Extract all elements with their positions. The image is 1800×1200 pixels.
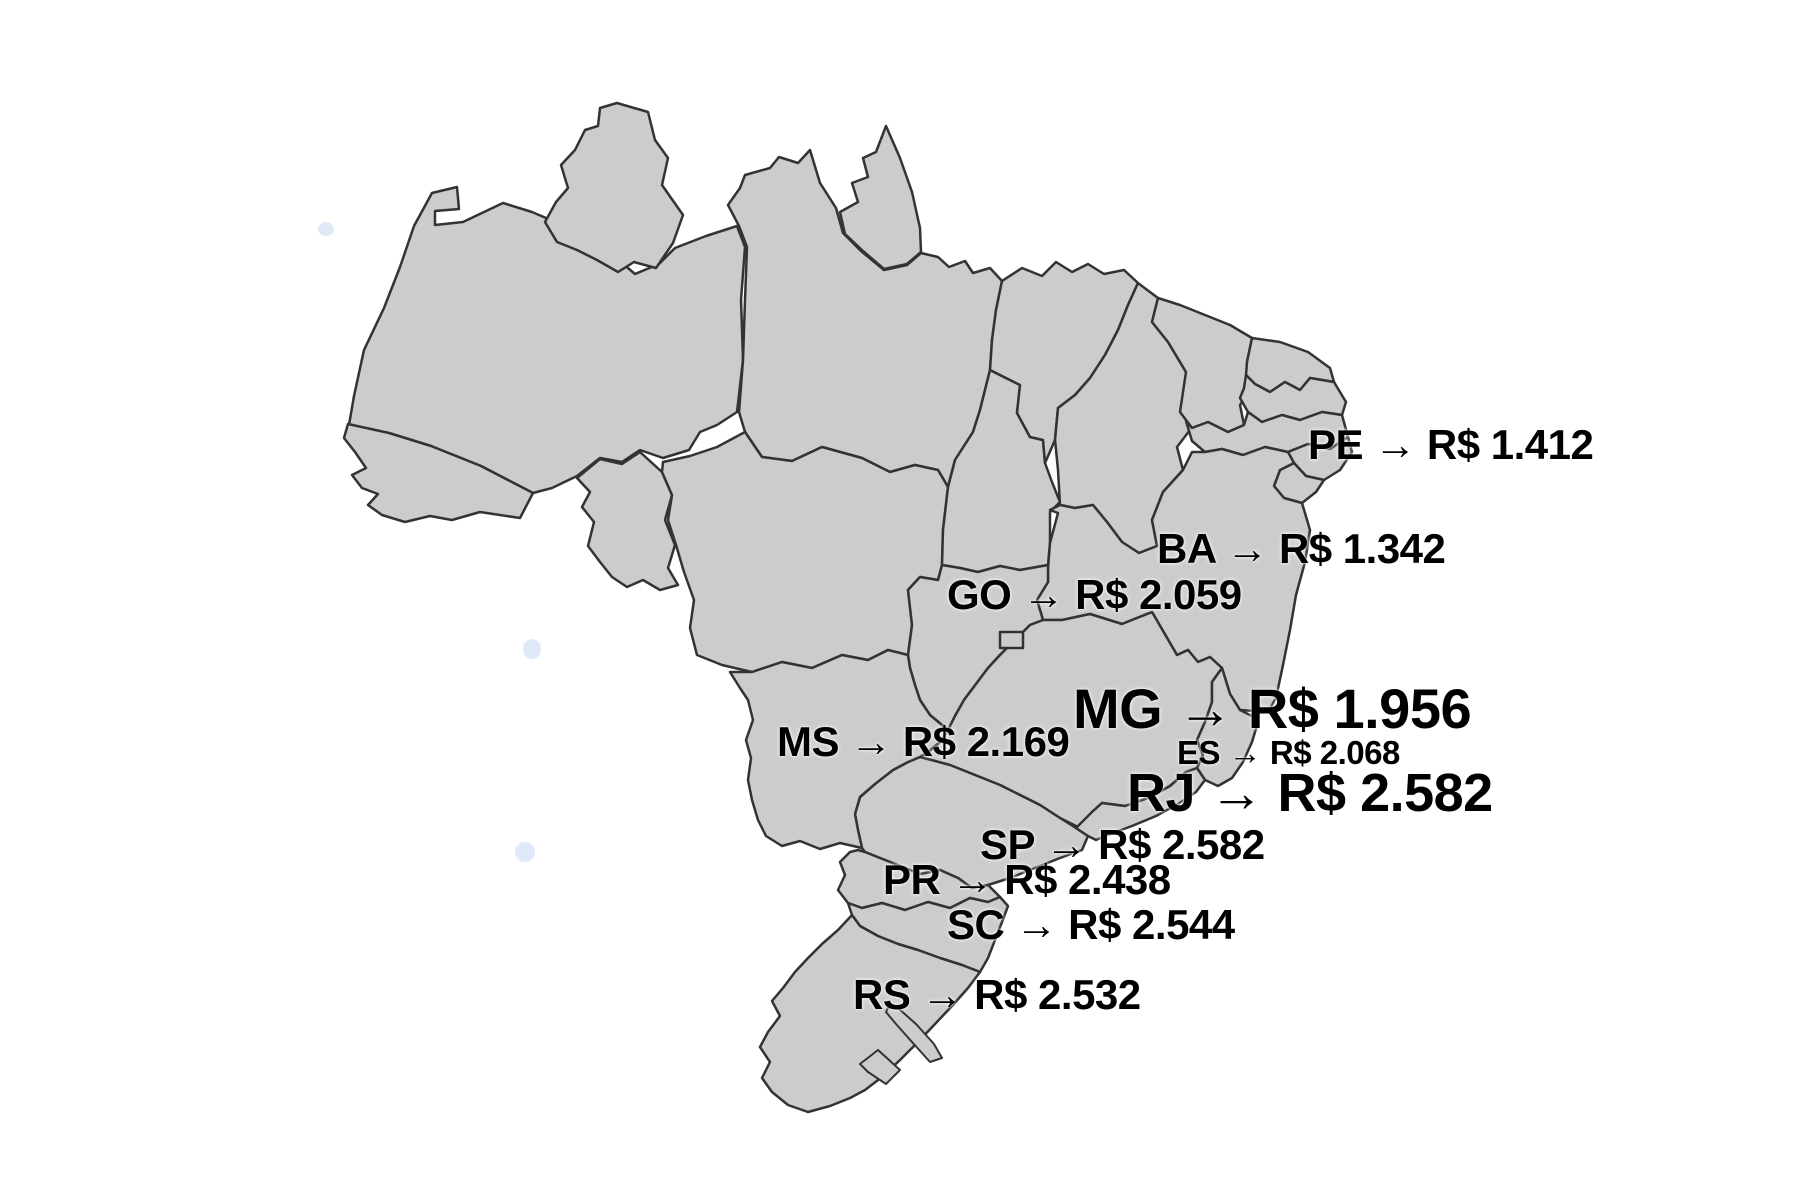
state-espirito-santo[interactable]: [1195, 666, 1260, 788]
state-mato-grosso-do-sul[interactable]: [728, 648, 950, 851]
state-amapa[interactable]: [838, 124, 923, 271]
water-dot: [523, 639, 541, 659]
state-acre[interactable]: [342, 422, 535, 524]
lagoon-mirim: [859, 1049, 901, 1085]
state-mato-grosso[interactable]: [660, 430, 950, 674]
state-rondonia[interactable]: [575, 450, 680, 592]
state-roraima[interactable]: [543, 101, 685, 274]
lagoon-patos: [885, 1003, 943, 1063]
water-dot: [515, 842, 535, 862]
water-dot: [318, 222, 334, 236]
state-distrito-federal[interactable]: [998, 630, 1025, 650]
state-rio-grande-do-sul[interactable]: [758, 913, 982, 1114]
state-rio-de-janeiro[interactable]: [1074, 766, 1207, 842]
